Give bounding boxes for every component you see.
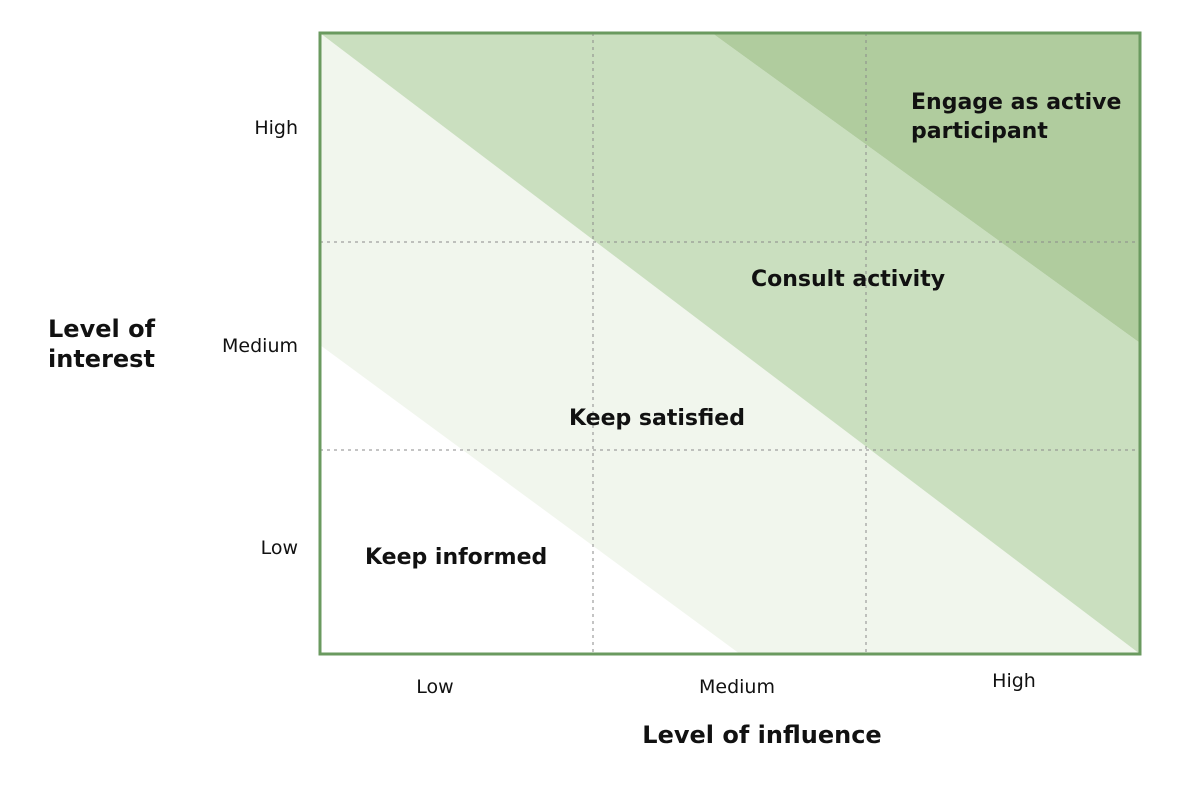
- y-tick-high: High: [254, 117, 298, 139]
- zone-engage-active: [712, 33, 1140, 343]
- x-tick-high: High: [992, 670, 1036, 692]
- y-axis-title: Level of interest: [48, 315, 156, 373]
- zone-consult-activity: [320, 33, 1140, 654]
- zone-label-informed: Keep informed: [365, 545, 548, 570]
- matrix-border: [318, 31, 1142, 656]
- y-tick-medium: Medium: [222, 335, 298, 357]
- zone-label-satisfied: Keep satisfied: [569, 406, 745, 431]
- x-tick-low: Low: [416, 676, 454, 698]
- y-tick-low: Low: [260, 537, 298, 559]
- x-axis-title: Level of influence: [642, 721, 882, 749]
- zone-label-engage: Engage as active participant: [911, 90, 1122, 144]
- zone-label-consult: Consult activity: [751, 267, 946, 292]
- x-tick-medium: Medium: [699, 676, 775, 698]
